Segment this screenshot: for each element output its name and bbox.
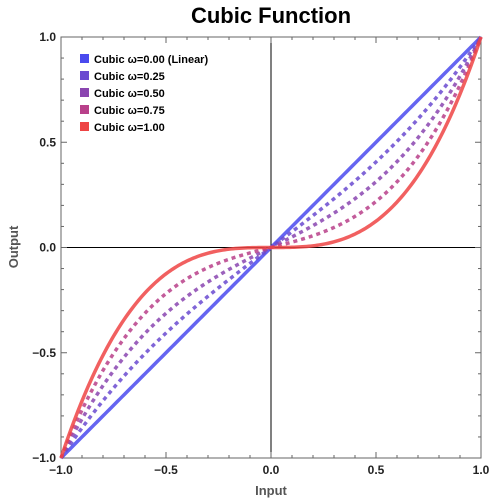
y-tick-label: 0.5 xyxy=(39,135,56,149)
legend-label-4: Cubic ω=1.00 xyxy=(94,122,165,134)
x-axis-label: Input xyxy=(255,483,287,498)
legend-swatch-3 xyxy=(80,105,89,114)
y-tick-label: −1.0 xyxy=(32,451,56,465)
legend-swatch-0 xyxy=(80,54,89,63)
legend-swatch-2 xyxy=(80,88,89,97)
y-tick-label: −0.5 xyxy=(32,346,56,360)
series-line-4 xyxy=(59,36,483,459)
x-tick-labels: −1.0 −0.5 0.0 0.5 1.0 xyxy=(49,463,490,477)
y-tick-label: 1.0 xyxy=(39,30,56,44)
x-tick-label: −0.5 xyxy=(154,463,178,477)
series-lines xyxy=(59,35,483,460)
y-axis-label: Output xyxy=(6,225,21,268)
x-tick-label: 0.5 xyxy=(368,463,385,477)
axis-ticks xyxy=(60,36,482,459)
legend-label-3: Cubic ω=0.75 xyxy=(94,105,165,117)
legend-label-1: Cubic ω=0.25 xyxy=(94,71,165,83)
chart-title: Cubic Function xyxy=(191,3,351,28)
legend-label-2: Cubic ω=0.50 xyxy=(94,88,165,100)
y-tick-label: 0.0 xyxy=(39,241,56,255)
legend-label-0: Cubic ω=0.00 (Linear) xyxy=(94,54,208,66)
legend: Cubic ω=0.00 (Linear) Cubic ω=0.25 Cubic ω… xyxy=(80,54,208,134)
x-tick-label: 0.0 xyxy=(263,463,280,477)
x-tick-label: 1.0 xyxy=(473,463,490,477)
y-tick-labels: −1.0 −0.5 0.0 0.5 1.0 xyxy=(32,30,56,465)
legend-swatch-4 xyxy=(80,122,89,131)
legend-swatch-1 xyxy=(80,71,89,80)
x-tick-label: −1.0 xyxy=(49,463,73,477)
